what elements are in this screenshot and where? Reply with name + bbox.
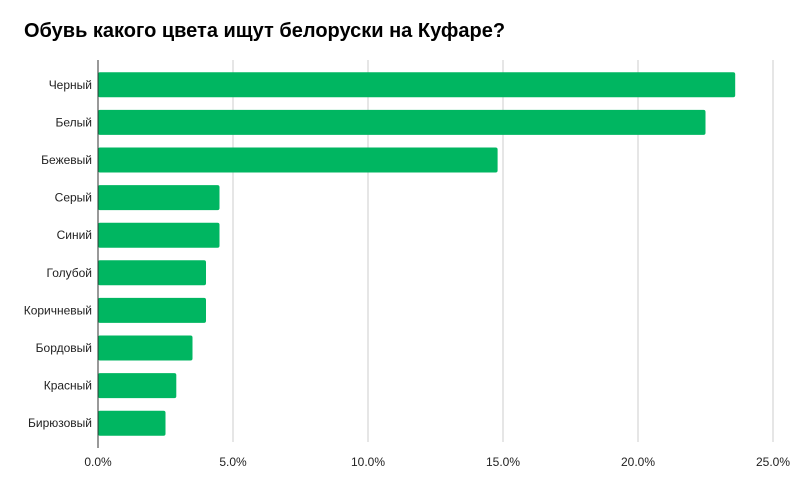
x-tick-label: 0.0%: [84, 455, 112, 469]
category-label: Голубой: [47, 266, 93, 280]
chart-title: Обувь какого цвета ищут белоруски на Куф…: [24, 20, 506, 42]
category-labels: Черный Белый Бежевый Серый Синий Голубой Корич…: [24, 78, 92, 430]
category-label: Серый: [55, 191, 92, 205]
bar: [98, 109, 706, 135]
category-label: Синий: [57, 228, 92, 242]
gridlines: [232, 60, 774, 442]
bars: [98, 72, 736, 436]
bar: [98, 260, 206, 286]
category-label: Бежевый: [41, 153, 92, 167]
bar: [98, 222, 220, 248]
bar: [98, 335, 193, 361]
bar: [98, 185, 220, 211]
x-tick-label: 5.0%: [219, 455, 247, 469]
bar: [98, 373, 177, 399]
category-label: Бордовый: [36, 341, 92, 355]
category-label: Красный: [44, 379, 92, 393]
x-tick-label: 10.0%: [351, 455, 385, 469]
category-label: Черный: [49, 78, 92, 92]
x-tick-labels: 0.0% 5.0% 10.0% 15.0% 20.0% 25.0%: [84, 455, 790, 469]
x-tick-label: 20.0%: [621, 455, 655, 469]
bar: [98, 147, 498, 173]
category-label: Белый: [56, 115, 92, 129]
bar: [98, 72, 736, 98]
bar: [98, 410, 166, 436]
x-tick-label: 25.0%: [756, 455, 790, 469]
category-label: Бирюзовый: [28, 416, 92, 430]
category-label: Коричневый: [24, 303, 92, 317]
x-tick-label: 15.0%: [486, 455, 520, 469]
bar: [98, 297, 206, 323]
